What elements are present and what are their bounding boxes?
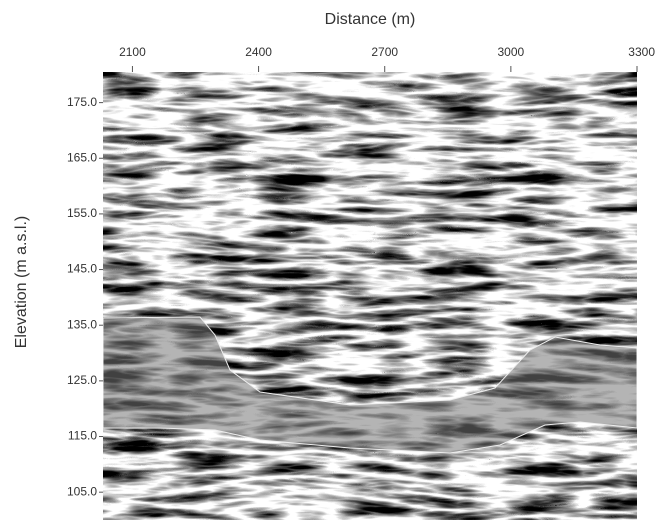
y-tick-label: 175.0 [67,95,97,109]
y-tick-label: 115.0 [68,429,97,443]
reflection-texture [103,72,637,520]
y-tick-label: 125.0 [67,373,97,387]
x-tick-label: 2700 [371,45,398,59]
y-tick-label: 165.0 [67,150,97,164]
x-tick-label: 2100 [119,45,146,59]
sediment-layer [103,316,637,454]
x-tick-label: 3300 [628,45,655,59]
y-tick-label: 155.0 [67,206,97,220]
y-tick-label: 105.0 [67,484,97,498]
x-tick-label: 3000 [498,45,525,59]
y-tick-label: 135.0 [67,317,97,331]
y-tick-label: 145.0 [67,262,97,276]
x-tick-label: 2400 [245,45,272,59]
x-axis-title: Distance (m) [325,11,416,28]
y-axis-title: Elevation (m a.s.l.) [13,216,30,348]
radargram-image [103,72,637,520]
